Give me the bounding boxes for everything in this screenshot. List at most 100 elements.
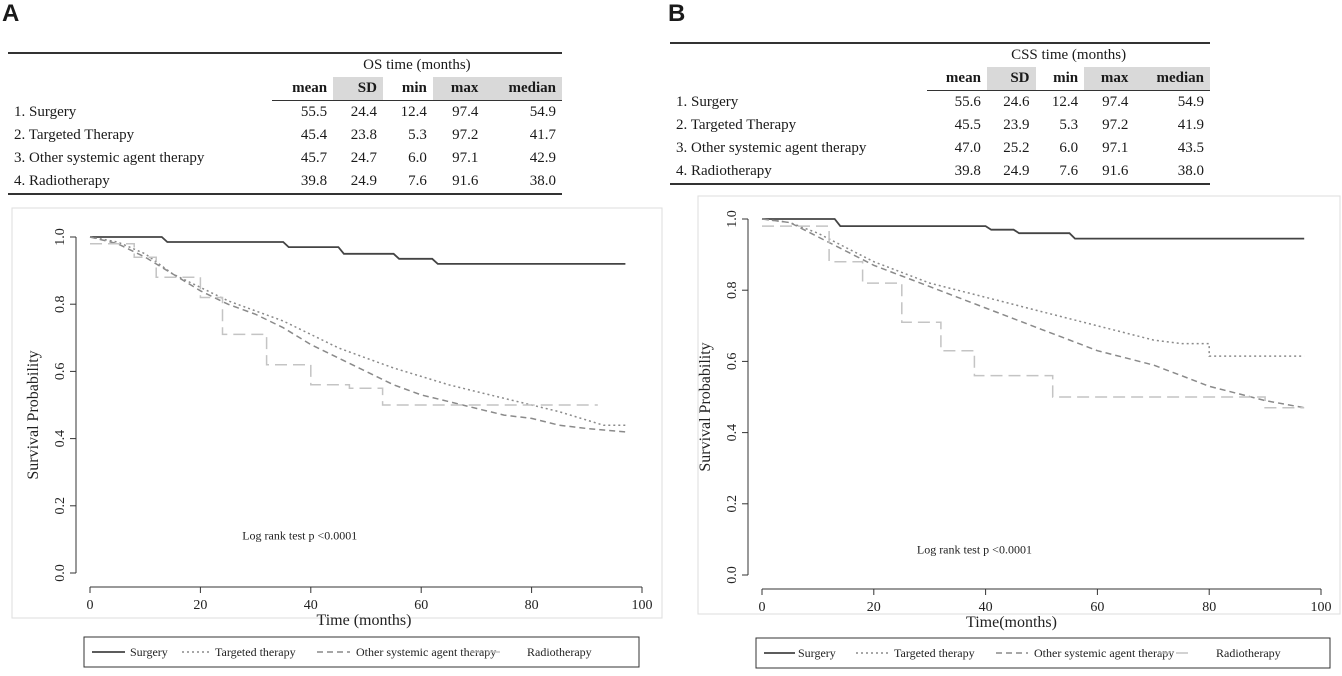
col-header-max: max <box>432 77 485 101</box>
cell-median: 43.5 <box>1177 140 1204 156</box>
cell-max: 91.6 <box>1084 160 1135 185</box>
table-group-header: OS time (months) <box>271 52 562 77</box>
y-tick-label: 0.4 <box>725 424 740 442</box>
y-tick-label: 0.6 <box>725 353 740 371</box>
row-label: 4. Radiotherapy <box>8 170 272 195</box>
os-survival-chart: 0 20 40 60 80 100 0.0 0.2 0.4 0.6 0.8 1.0 Time (mont… <box>11 207 663 668</box>
col-header-max: max <box>1084 67 1135 91</box>
cell-median: 42.9 <box>529 150 556 166</box>
row-label: 1. Surgery <box>14 103 77 120</box>
series-line-radiotherapy <box>762 225 1305 409</box>
cell-max: 97.2 <box>452 127 479 143</box>
cell-max: 97.2 <box>1102 117 1129 133</box>
y-tick-label: 1.0 <box>725 210 740 228</box>
col-header-median: median <box>484 77 562 101</box>
table-row: 2. Targeted Therapy 45.4 23.8 5.3 97.2 4… <box>8 124 562 147</box>
cell-max: 97.1 <box>452 150 479 166</box>
cell-sd: 24.6 <box>1003 94 1030 110</box>
cell-max: 97.4 <box>452 104 479 120</box>
cell-max: 97.4 <box>1102 94 1129 110</box>
cell-median: 41.9 <box>1177 117 1204 133</box>
legend-label: Surgery <box>798 646 836 660</box>
cell-mean: 45.4 <box>300 127 328 143</box>
x-tick-label: 40 <box>304 598 318 613</box>
cell-sd: 24.4 <box>350 104 377 120</box>
x-tick-label: 60 <box>1090 600 1104 615</box>
series-line-targeted-therapy <box>761 218 1305 357</box>
cell-min: 7.6 <box>1035 160 1085 185</box>
table-row: 1. Surgery 55.5 24.4 12.4 97.4 54.9 <box>8 101 562 125</box>
row-label: 3. Other systemic agent therapy <box>14 150 205 166</box>
col-header-min: min <box>382 77 433 101</box>
y-axis-title: Survival Probability <box>25 350 42 479</box>
cell-max: 91.6 <box>432 170 485 195</box>
col-header-min: min <box>1035 67 1085 91</box>
col-header-median: median <box>1134 67 1210 91</box>
cell-min: 7.6 <box>382 170 433 195</box>
y-tick-label: 0.2 <box>725 495 740 513</box>
panel-label-b: B <box>668 0 686 27</box>
row-label: 2. Targeted Therapy <box>676 117 797 133</box>
plot-frame <box>697 195 1341 615</box>
cell-sd: 24.9 <box>333 170 383 195</box>
cell-sd: 23.8 <box>350 127 377 143</box>
cell-mean: 39.8 <box>271 170 334 195</box>
cell-sd: 25.2 <box>1003 140 1030 156</box>
cell-median: 41.7 <box>529 127 556 143</box>
table-group-header: CSS time (months) <box>927 42 1210 67</box>
panel-label-a: A <box>2 0 20 27</box>
series-line-other-systemic-agent-therapy <box>761 218 1305 409</box>
table-row: 1. Surgery 55.6 24.6 12.4 97.4 54.9 <box>670 91 1210 115</box>
x-tick-label: 40 <box>979 600 993 615</box>
col-header-sd: SD <box>986 67 1036 91</box>
x-tick-label: 0 <box>759 600 766 615</box>
legend-label: Radiotherapy <box>527 645 592 659</box>
cell-median: 38.0 <box>1134 160 1210 185</box>
cell-sd: 24.7 <box>350 150 377 166</box>
series-line-targeted-therapy <box>89 236 626 426</box>
table-row: 3. Other systemic agent therapy 47.0 25.… <box>670 137 1210 160</box>
series-line-other-systemic-agent-therapy <box>89 236 626 433</box>
logrank-annotation: Log rank test p <0.0001 <box>242 528 357 542</box>
x-tick-label: 20 <box>867 600 881 615</box>
x-tick-label: 60 <box>414 598 428 613</box>
cell-min: 5.3 <box>408 127 427 143</box>
x-axis-title: Time(months) <box>966 614 1057 631</box>
series-line-surgery <box>762 218 1305 240</box>
cell-median: 54.9 <box>529 104 556 120</box>
cell-min: 6.0 <box>1059 140 1079 156</box>
cell-min: 12.4 <box>1051 94 1079 110</box>
y-tick-label: 0.4 <box>53 430 68 448</box>
cell-median: 54.9 <box>1177 94 1204 110</box>
y-tick-label: 0.8 <box>53 295 68 313</box>
cell-mean: 45.7 <box>300 150 328 166</box>
col-header-mean: mean <box>271 77 334 101</box>
table-row: 4. Radiotherapy 39.8 24.9 7.6 91.6 38.0 <box>670 160 1210 185</box>
css-survival-chart: 0 20 40 60 80 100 0.0 0.2 0.4 0.6 0.8 1.0 Time(month… <box>697 195 1341 669</box>
legend-label: Radiotherapy <box>1216 646 1281 660</box>
y-tick-label: 0.8 <box>725 281 740 299</box>
legend-label: Other systemic agent therapy <box>1034 646 1174 660</box>
table-row: 4. Radiotherapy 39.8 24.9 7.6 91.6 38.0 <box>8 170 562 195</box>
legend-label: Surgery <box>130 645 168 659</box>
x-tick-label: 0 <box>87 598 94 613</box>
cell-max: 97.1 <box>1102 140 1129 156</box>
cell-median: 38.0 <box>484 170 562 195</box>
legend-label: Other systemic agent therapy <box>356 645 496 659</box>
series-line-radiotherapy <box>90 242 598 406</box>
row-label: 2. Targeted Therapy <box>14 127 135 143</box>
y-tick-label: 0.2 <box>53 497 68 515</box>
cell-mean: 47.0 <box>954 140 981 156</box>
cell-min: 6.0 <box>408 150 427 166</box>
css-stats-table: CSS time (months) mean SD min max median… <box>670 42 1210 185</box>
row-label: 4. Radiotherapy <box>670 160 928 185</box>
x-tick-label: 80 <box>525 598 539 613</box>
plot-frame <box>11 207 663 619</box>
col-header-sd: SD <box>333 77 383 101</box>
cell-mean: 45.5 <box>954 117 981 133</box>
series-line-surgery <box>90 236 626 265</box>
cell-mean: 55.5 <box>300 104 328 120</box>
legend-box <box>83 636 640 668</box>
row-label: 1. Surgery <box>676 93 739 110</box>
row-label: 3. Other systemic agent therapy <box>676 140 867 156</box>
